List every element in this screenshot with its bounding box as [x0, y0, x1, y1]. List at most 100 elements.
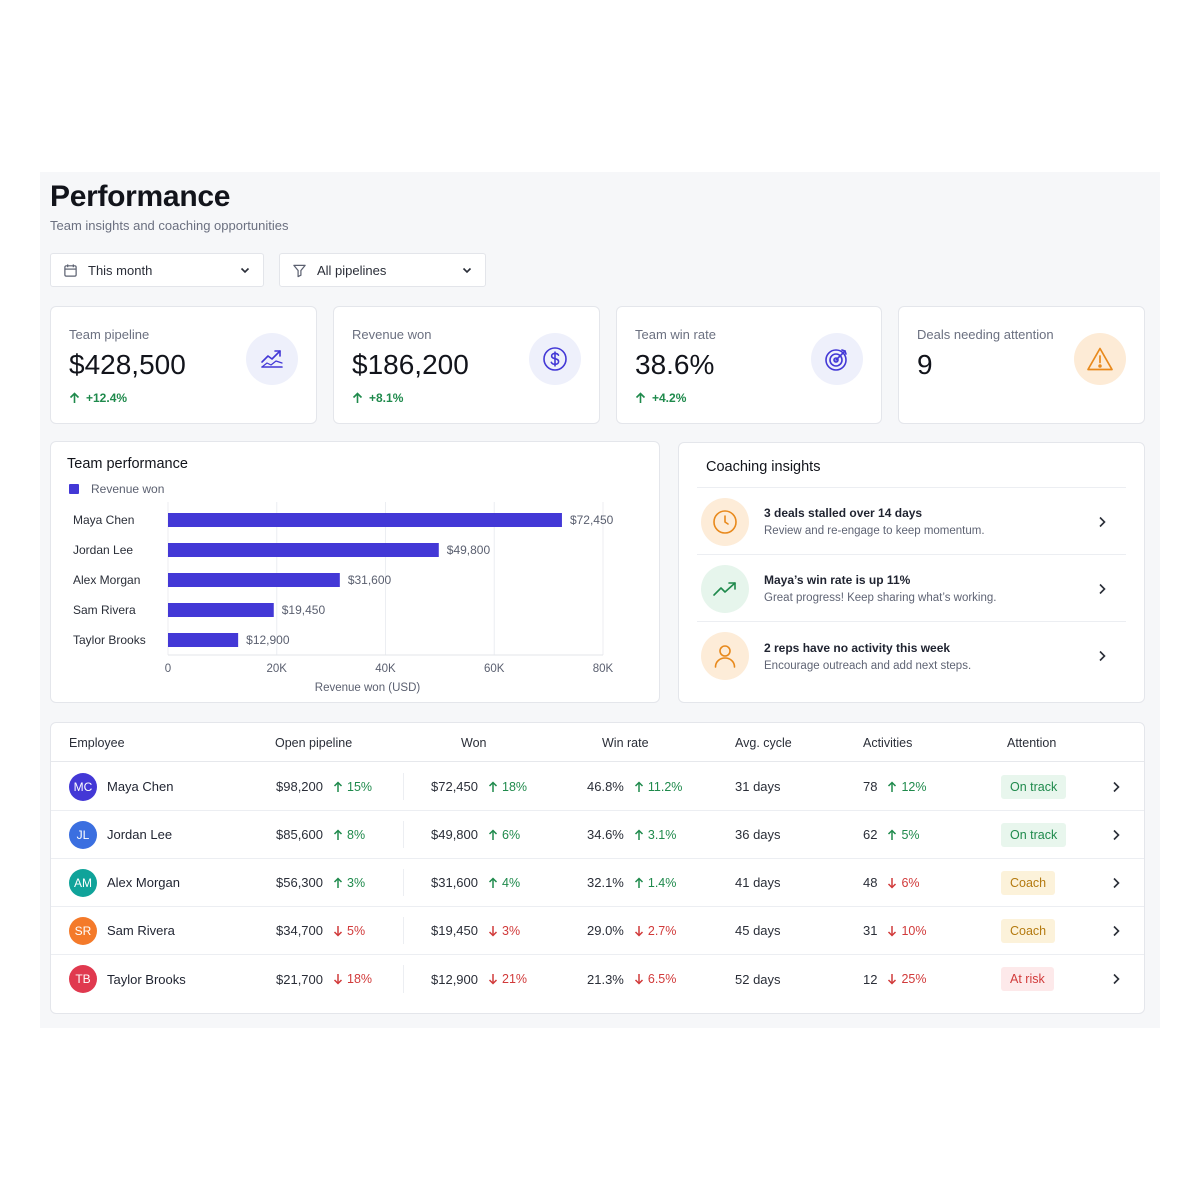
arrow-down-icon	[888, 925, 897, 937]
win-rate-cell: 29.0% 2.7%	[587, 907, 676, 954]
date-range-label: This month	[88, 262, 153, 278]
row-chevron[interactable]	[1110, 763, 1122, 810]
pipeline-delta-value: 3%	[347, 875, 366, 890]
chart-legend: Revenue won	[69, 482, 164, 496]
win-rate-delta: 11.2%	[634, 780, 682, 794]
table-row[interactable]: SR Sam Rivera $34,700 5% $19,450 3% 29.0…	[51, 907, 1144, 955]
kpi-value: 38.6%	[635, 349, 715, 380]
employee-cell: SR Sam Rivera	[69, 907, 175, 954]
avg-cycle-value: 45 days	[735, 923, 781, 938]
win-rate-value: 46.8%	[587, 779, 624, 794]
column-divider	[403, 917, 404, 944]
column-header-won[interactable]: Won	[461, 736, 487, 750]
won-delta-value: 21%	[502, 972, 528, 986]
column-header-avg-cycle[interactable]: Avg. cycle	[735, 736, 792, 750]
column-header-attention[interactable]: Attention	[1007, 736, 1057, 750]
won-value: $19,450	[431, 923, 478, 938]
insight-item[interactable]: Maya’s win rate is up 11% Great progress…	[697, 556, 1126, 622]
won-value: $49,800	[431, 827, 478, 842]
column-header-activities[interactable]: Activities	[863, 736, 913, 750]
row-chevron[interactable]	[1110, 955, 1122, 1003]
won-delta: 18%	[488, 780, 527, 794]
chevron-down-icon	[461, 264, 473, 276]
open-pipeline-value: $85,600	[276, 827, 323, 842]
avatar: MC	[69, 772, 97, 801]
win-rate-cell: 21.3% 6.5%	[587, 955, 676, 1003]
column-header-win-rate[interactable]: Win rate	[602, 736, 649, 750]
open-pipeline-cell: $34,700 5%	[276, 907, 365, 954]
category-label: Sam Rivera	[73, 603, 136, 617]
coaching-insights-card: Coaching insights 3 deals stalled over 1…	[678, 442, 1145, 703]
row-chevron[interactable]	[1110, 859, 1122, 906]
column-header-open-pipeline[interactable]: Open pipeline	[275, 736, 353, 750]
column-header-employee[interactable]: Employee	[69, 736, 125, 750]
performance-page: Performance Team insights and coaching o…	[40, 172, 1160, 1028]
chevron-right-icon	[1096, 650, 1108, 662]
row-chevron[interactable]	[1110, 811, 1122, 858]
won-value: $31,600	[431, 875, 478, 890]
target-icon	[811, 333, 863, 385]
bar	[168, 573, 340, 587]
arrow-up-icon	[488, 780, 498, 792]
won-delta-value: 6%	[502, 827, 521, 842]
avatar: SR	[69, 916, 97, 945]
table-row[interactable]: JL Jordan Lee $85,600 8% $49,800 6% 34.6…	[51, 811, 1144, 859]
arrow-up-icon	[634, 780, 643, 792]
chevron-right-icon	[1110, 781, 1122, 793]
bar-value-label: $31,600	[348, 573, 392, 587]
trend-chart-icon	[246, 333, 298, 385]
avg-cycle-value: 31 days	[735, 779, 781, 794]
arrow-up-icon	[888, 828, 897, 840]
table-header: Employee Open pipeline Won Win rate Avg.…	[51, 723, 1144, 762]
avg-cycle-cell: 52 days	[735, 955, 781, 1003]
table-row[interactable]: TB Taylor Brooks $21,700 18% $12,900 21%…	[51, 955, 1144, 1003]
arrow-down-icon	[333, 925, 343, 937]
chevron-right-icon	[1110, 925, 1122, 937]
win-rate-cell: 46.8% 11.2%	[587, 763, 682, 810]
activities-cell: 78 12%	[863, 763, 927, 810]
employee-cell: MC Maya Chen	[69, 763, 173, 810]
x-tick-label: 40K	[375, 663, 396, 675]
won-value: $72,450	[431, 779, 478, 794]
arrow-up-icon	[634, 876, 643, 888]
employee-cell: JL Jordan Lee	[69, 811, 172, 858]
kpi-value: $186,200	[352, 349, 469, 380]
status-badge: On track	[1001, 822, 1067, 847]
won-delta: 6%	[488, 828, 520, 842]
category-label: Jordan Lee	[73, 543, 133, 557]
x-tick-label: 20K	[267, 663, 288, 675]
activities-delta: 25%	[887, 972, 927, 986]
user-icon	[701, 632, 749, 680]
bar-value-label: $49,800	[447, 543, 491, 557]
won-cell: $19,450 3%	[431, 907, 520, 954]
kpi-delta-value: +4.2%	[652, 391, 687, 405]
kpi-card-deals-needing-attention: Deals needing attention 9	[898, 306, 1145, 424]
x-tick-label: 60K	[484, 663, 505, 675]
activities-delta: 12%	[887, 780, 927, 794]
chevron-right-icon	[1110, 829, 1122, 841]
employee-cell: TB Taylor Brooks	[69, 955, 186, 1003]
table-row[interactable]: MC Maya Chen $98,200 15% $72,450 18% 46.…	[51, 763, 1144, 811]
date-range-dropdown[interactable]: This month	[50, 253, 264, 287]
insight-item[interactable]: 3 deals stalled over 14 days Review and …	[697, 489, 1126, 555]
won-delta-value: 3%	[502, 923, 521, 938]
x-axis-label: Revenue won (USD)	[315, 682, 421, 694]
calendar-icon	[63, 262, 79, 278]
row-chevron[interactable]	[1110, 907, 1122, 954]
activities-cell: 48 6%	[863, 859, 920, 906]
kpi-card-team-win-rate: Team win rate 38.6% +4.2%	[616, 306, 882, 424]
won-cell: $49,800 6%	[431, 811, 520, 858]
win-rate-delta-value: 3.1%	[647, 827, 677, 842]
trending-up-icon	[701, 564, 749, 613]
kpi-delta-value: +12.4%	[86, 391, 128, 405]
insight-title: 3 deals stalled over 14 days	[764, 506, 923, 520]
win-rate-cell: 32.1% 1.4%	[587, 859, 676, 906]
kpi-label: Team win rate	[635, 327, 716, 342]
pipeline-delta: 18%	[333, 972, 372, 986]
insight-item[interactable]: 2 reps have no activity this week Encour…	[697, 623, 1126, 689]
activities-delta-value: 10%	[901, 923, 927, 938]
activities-delta: 10%	[887, 923, 927, 938]
pipeline-filter-dropdown[interactable]: All pipelines	[279, 253, 486, 287]
table-row[interactable]: AM Alex Morgan $56,300 3% $31,600 4% 32.…	[51, 859, 1144, 907]
employee-table: Employee Open pipeline Won Win rate Avg.…	[50, 722, 1145, 1014]
